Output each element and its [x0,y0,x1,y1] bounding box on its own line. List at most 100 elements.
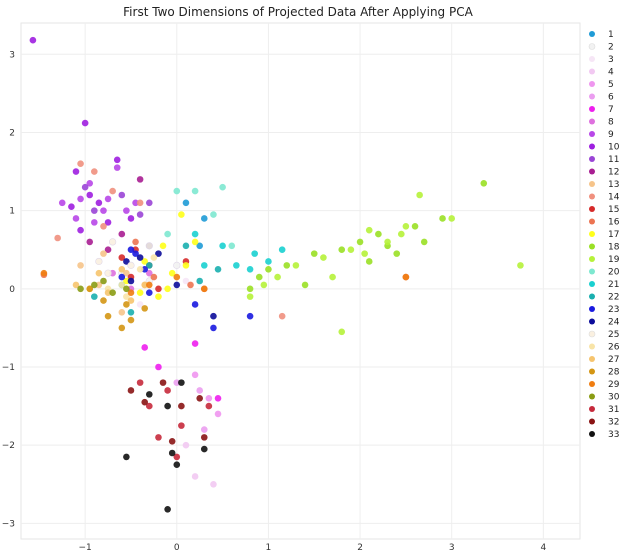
data-point [81,119,89,127]
data-point [141,305,149,312]
legend-marker [589,281,595,287]
y-tick-label: 3 [9,50,15,60]
data-point [123,285,130,293]
data-point [365,258,373,265]
data-point [123,269,130,277]
series-14 [54,160,286,320]
legend-label: 15 [608,205,619,215]
data-point [411,222,419,230]
legend-label: 24 [608,318,620,328]
data-point [77,285,84,293]
y-tick-label: −1 [2,363,15,373]
data-point [58,199,66,207]
data-point [132,199,139,207]
data-point [278,246,286,254]
data-point [393,250,401,257]
y-tick-label: −3 [2,519,15,529]
series-33 [123,379,208,513]
data-point [416,191,423,199]
legend-marker [589,306,595,312]
legend-item: 18 [589,243,620,253]
legend-marker [589,218,595,225]
series-19 [246,191,524,336]
series-20 [164,183,236,250]
data-point [118,265,126,273]
data-point [132,250,139,257]
data-point [141,281,149,289]
legend-item: 17 [589,230,619,240]
data-point [356,238,364,246]
data-point [72,215,80,222]
series-11 [81,183,153,218]
legend-label: 23 [608,305,619,315]
data-point [196,277,203,285]
data-point [205,394,213,402]
data-point [265,258,272,265]
data-point [159,379,167,386]
legend-label: 19 [608,255,620,265]
legend-label: 32 [608,418,619,428]
data-point [145,199,153,207]
data-point [127,316,135,324]
data-point [200,215,208,222]
x-tick-label: −1 [79,543,92,553]
data-point [173,261,181,269]
data-point [168,437,176,445]
legend-marker [589,106,595,112]
data-point [91,219,98,226]
data-point [178,379,185,386]
data-point [145,269,153,277]
legend-label: 28 [608,368,620,378]
y-tick-label: 2 [9,128,15,138]
legend-item: 3 [589,55,614,65]
data-point [173,281,181,289]
data-point [118,308,126,316]
data-point [136,176,144,183]
data-point [136,265,144,273]
data-point [384,238,391,246]
legend-label: 16 [608,218,620,228]
data-point [123,207,130,214]
legend-item: 21 [589,280,619,290]
data-point [214,410,222,418]
data-point [164,230,171,238]
series-13 [77,250,149,316]
data-point [338,328,346,336]
data-point [233,262,240,269]
legend-item: 8 [589,118,614,128]
data-point [127,289,135,297]
y-tick-label: −2 [2,441,15,451]
data-point [29,36,37,44]
legend-label: 25 [608,330,619,340]
legend-marker [589,343,595,350]
data-point [95,281,103,289]
data-point [448,215,456,222]
data-point [95,257,103,266]
legend-marker [589,318,595,325]
data-point [68,203,75,211]
legend-marker [589,56,595,62]
data-point [104,195,112,203]
legend-item: 1 [589,30,614,40]
data-point [40,269,48,277]
data-point [77,226,84,234]
legend-item: 11 [589,155,619,165]
data-point [136,301,144,308]
legend-label: 21 [608,280,619,290]
data-point [81,183,89,191]
data-point [420,238,428,246]
data-point [86,238,94,246]
data-point [132,238,139,246]
data-point [398,230,405,238]
data-point [141,398,149,406]
data-point [191,340,199,347]
data-point [141,258,149,265]
data-point [187,281,194,289]
legend-marker [589,181,595,187]
legend: 1234567891011121314151617181920212223242… [588,30,620,440]
data-point [109,289,116,297]
legend-item: 9 [589,130,614,140]
data-point [164,505,171,513]
legend-marker [589,418,595,425]
